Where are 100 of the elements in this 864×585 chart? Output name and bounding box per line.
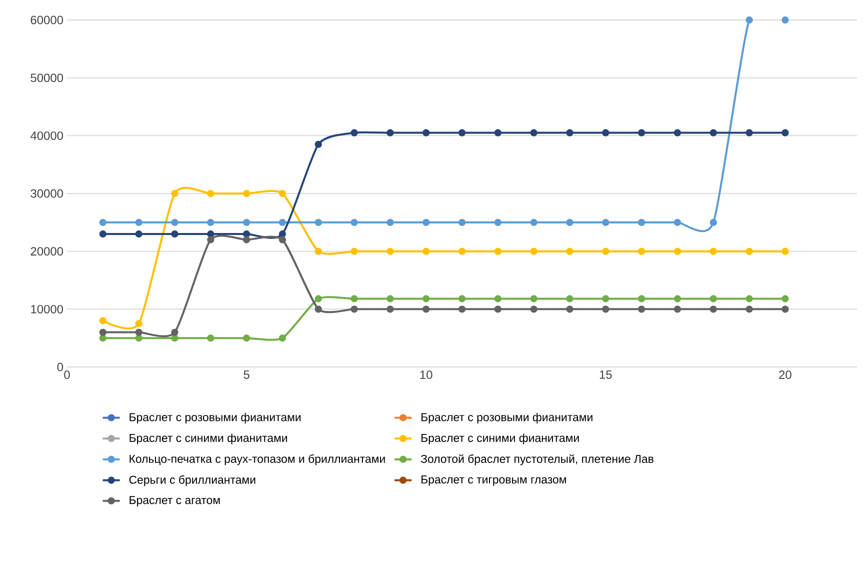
- point: [746, 306, 753, 313]
- y-tick-label: 30000: [30, 189, 64, 198]
- point: [746, 16, 753, 24]
- point: [602, 306, 610, 313]
- point: [422, 248, 430, 255]
- point: [638, 218, 646, 226]
- point: [458, 295, 466, 302]
- point: [350, 248, 358, 255]
- point: [99, 230, 106, 238]
- point: [782, 129, 789, 136]
- point: [278, 218, 286, 226]
- point: [458, 248, 466, 255]
- point: [674, 129, 682, 136]
- point: [171, 218, 178, 226]
- point: [207, 218, 214, 226]
- point: [135, 328, 142, 336]
- point: [710, 295, 717, 302]
- point: [242, 334, 250, 342]
- point: [494, 295, 502, 302]
- point: [314, 218, 322, 226]
- point: [494, 218, 502, 226]
- legend-label: Браслет с синими фианитами: [422, 434, 579, 444]
- legend-label: Кольцо-печатка с раух-топазом и бриллиантами: [130, 454, 385, 466]
- point: [566, 306, 574, 313]
- point: [207, 190, 214, 198]
- point: [278, 236, 286, 244]
- point: [242, 236, 250, 244]
- point: [99, 218, 106, 226]
- x-tick-label: 20: [779, 370, 792, 379]
- point: [207, 236, 214, 244]
- point: [135, 230, 142, 238]
- point: [99, 317, 106, 324]
- point: [207, 334, 214, 342]
- legend-label: Браслет с розовыми фианитами: [130, 412, 301, 424]
- point: [350, 306, 358, 313]
- point: [638, 306, 646, 313]
- point: [99, 328, 106, 336]
- point: [674, 306, 682, 313]
- point: [746, 129, 753, 136]
- point: [135, 320, 142, 328]
- point: [710, 306, 717, 313]
- point: [350, 129, 358, 136]
- point: [530, 295, 538, 302]
- y-tick-label: 0: [57, 362, 64, 372]
- point: [207, 230, 214, 238]
- point: [314, 295, 322, 302]
- x-tick-label: 5: [244, 370, 250, 379]
- legend-label: Браслет с синими фианитами: [130, 434, 288, 444]
- point: [638, 295, 646, 302]
- point: [782, 16, 789, 24]
- point: [386, 218, 394, 226]
- x-tick-label: 10: [420, 370, 432, 379]
- point: [638, 248, 646, 255]
- point: [135, 218, 142, 226]
- point: [746, 295, 753, 302]
- point: [710, 248, 717, 255]
- point: [386, 248, 394, 255]
- point: [674, 248, 682, 255]
- point: [171, 190, 178, 198]
- point: [674, 295, 682, 302]
- point: [530, 306, 538, 313]
- point: [171, 230, 178, 238]
- point: [386, 129, 394, 136]
- point: [314, 248, 322, 255]
- point: [278, 334, 286, 342]
- point: [350, 295, 358, 302]
- y-tick-label: 50000: [30, 74, 64, 82]
- point: [602, 295, 610, 302]
- y-tick-label: 60000: [30, 16, 64, 24]
- point: [782, 295, 789, 302]
- point: [314, 140, 322, 148]
- point: [350, 218, 358, 226]
- point: [171, 334, 178, 342]
- point: [99, 334, 106, 342]
- legend-label: Серьги с бриллиантами: [129, 475, 256, 486]
- point: [171, 328, 178, 336]
- point: [638, 129, 646, 136]
- point: [242, 230, 250, 238]
- point: [458, 129, 466, 136]
- point: [602, 248, 610, 255]
- point: [314, 306, 322, 313]
- legend-label: Браслет с розовыми фианитами: [422, 412, 592, 424]
- y-tick-label: 20000: [30, 247, 64, 256]
- point: [422, 129, 430, 136]
- point: [242, 218, 250, 226]
- point: [782, 306, 789, 313]
- point: [566, 129, 574, 136]
- y-tick-label: 10000: [31, 304, 64, 314]
- x-tick-label: 0: [64, 370, 70, 379]
- legend-label: Золотой браслет пустотелый, плетение Лав: [420, 454, 654, 466]
- point: [386, 306, 394, 313]
- point: [602, 218, 610, 226]
- point: [602, 129, 610, 136]
- point: [458, 218, 466, 226]
- point: [746, 248, 753, 255]
- point: [710, 218, 717, 226]
- legend-label: Браслет с тигровым глазом: [422, 476, 566, 486]
- point: [278, 230, 286, 238]
- point: [422, 295, 430, 302]
- point: [278, 190, 286, 198]
